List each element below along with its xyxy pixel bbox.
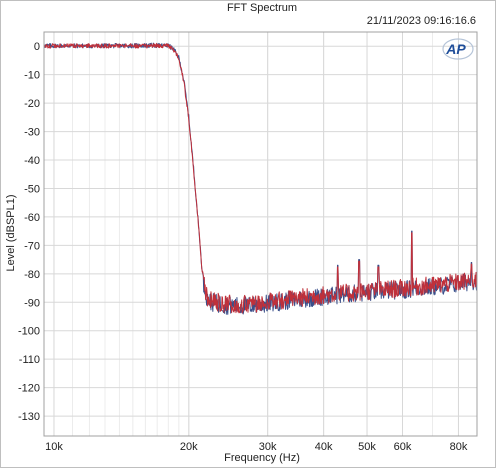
y-tick-label: -80: [24, 269, 40, 281]
x-tick-label: 80k: [450, 441, 468, 453]
plot-background: [44, 32, 477, 436]
y-tick-label: -130: [18, 411, 40, 423]
ap-logo-ring: [442, 38, 474, 60]
y-tick-label: -60: [24, 212, 40, 224]
spectrum-line: [43, 42, 478, 314]
x-tick-label: 50k: [358, 441, 376, 453]
y-tick-label: -110: [19, 354, 40, 366]
y-tick-label: -50: [24, 183, 40, 195]
ap-logo: AP: [442, 38, 474, 60]
chart-timestamp: 21/11/2023 09:16:16.6: [367, 15, 476, 27]
y-tick-label: -120: [18, 383, 40, 395]
y-tick-label: -70: [24, 240, 40, 252]
x-tick-label: 60k: [394, 441, 412, 453]
x-tick-label: 30k: [259, 441, 277, 453]
y-tick-label: -20: [24, 98, 40, 110]
plot-border: [43, 31, 478, 437]
y-tick-label: -40: [24, 155, 40, 167]
y-tick-label: 0: [34, 41, 40, 53]
y-axis-label: Level (dBSPL1): [5, 194, 17, 271]
y-tick-label: -10: [24, 70, 40, 82]
x-tick-label: 10k: [45, 441, 63, 453]
x-tick-label: 20k: [180, 441, 198, 453]
y-tick-label: -100: [18, 326, 40, 338]
x-tick-label: 40k: [315, 441, 333, 453]
chart-title: FFT Spectrum: [227, 2, 297, 14]
plot-area: 10k 20k 30k 40k 50k 60k 80k 0 -10 -20 -30 -40 -50 -60…: [18, 31, 478, 453]
ap-logo-text: AP: [445, 41, 466, 57]
x-axis-label: Frequency (Hz): [224, 452, 300, 464]
y-tick-label: -30: [24, 127, 40, 139]
y-tick-label: -90: [24, 297, 40, 309]
